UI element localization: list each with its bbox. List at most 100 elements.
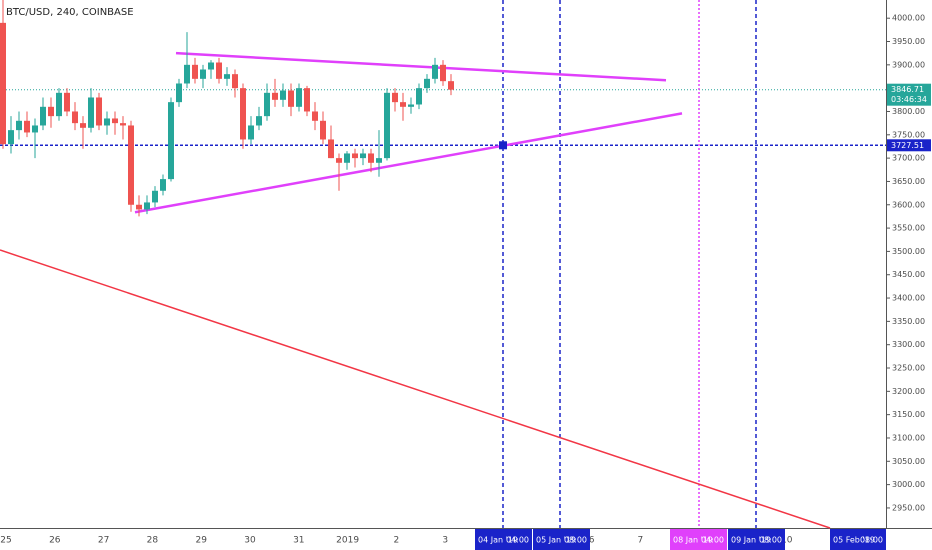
y-tick-label: 3800.00: [892, 107, 925, 116]
candle-body: [48, 106, 54, 117]
candle-body: [56, 92, 62, 117]
x-tick-label: 26: [49, 536, 61, 546]
candle-body: [160, 179, 166, 191]
x-tick-label: 10: [781, 536, 793, 546]
time-marker-time: 08:00: [564, 536, 587, 545]
candle-body: [408, 104, 414, 107]
y-tick-label: 3050.00: [892, 457, 925, 466]
price-label: 3727.51: [891, 141, 924, 150]
y-tick-label: 3000.00: [892, 480, 925, 489]
time-marker-date: 09 Jan '19: [731, 536, 771, 545]
x-tick-label: 2: [394, 536, 400, 546]
candle-body: [320, 120, 326, 140]
candle-body: [120, 123, 126, 126]
candle-body: [312, 111, 318, 121]
trendline: [134, 112, 683, 214]
candle-body: [208, 62, 214, 70]
time-marker-box: [728, 529, 785, 550]
candle-body: [232, 74, 238, 89]
y-tick-label: 3150.00: [892, 410, 925, 419]
candle-body: [96, 97, 102, 126]
time-marker-time: 08:00: [759, 536, 782, 545]
candle-body: [8, 130, 14, 145]
anchor-point: [499, 141, 507, 150]
time-marker-time: 04:00: [701, 536, 724, 545]
candle-body: [40, 106, 46, 126]
candle-body: [328, 139, 334, 159]
candle-body: [64, 92, 70, 112]
candle-body: [0, 22, 6, 145]
candle-body: [88, 97, 94, 128]
candle-body: [376, 158, 382, 163]
x-tick-label: 27: [98, 536, 109, 546]
candle-body: [168, 102, 174, 180]
y-tick-label: 4000.00: [892, 14, 925, 23]
x-tick-label: 25: [0, 536, 11, 546]
candle-body: [416, 88, 422, 105]
x-tick-label: 6: [589, 536, 595, 546]
candle-body: [248, 125, 254, 140]
time-marker-time: 08:00: [860, 536, 883, 545]
y-tick-label: 3350.00: [892, 317, 925, 326]
time-marker-date: 08 Jan '19: [673, 536, 713, 545]
y-tick-label: 3250.00: [892, 364, 925, 373]
x-tick-label: 29: [195, 536, 207, 546]
time-marker-box: [670, 529, 727, 550]
x-tick-label: 3: [442, 536, 448, 546]
candle-body: [240, 88, 246, 140]
candle-body: [352, 153, 358, 159]
candle-body: [72, 111, 78, 124]
candle-body: [384, 92, 390, 159]
price-label-box: [887, 83, 931, 106]
time-marker-box: [475, 529, 532, 550]
candle-body: [176, 83, 182, 103]
candle-body: [192, 64, 198, 79]
candle-body: [144, 202, 150, 210]
candle-body: [448, 81, 454, 90]
candle-body: [360, 153, 366, 159]
candle-body: [152, 190, 158, 203]
candle-body: [440, 64, 446, 82]
y-tick-label: 3550.00: [892, 224, 925, 233]
candle-body: [80, 123, 86, 128]
y-tick-label: 3400.00: [892, 294, 925, 303]
candle-body: [128, 125, 134, 205]
candle-body: [424, 78, 430, 89]
candle-body: [224, 74, 230, 79]
x-tick-label: 28: [147, 536, 159, 546]
candle-body: [336, 158, 342, 163]
x-tick-label: 30: [244, 536, 256, 546]
candle-body: [256, 116, 262, 126]
candle-body: [32, 125, 38, 133]
candle-body: [432, 64, 438, 79]
candle-body: [264, 92, 270, 117]
y-tick-label: 3200.00: [892, 387, 925, 396]
time-marker-date: 05 Jan '19: [536, 536, 576, 545]
x-tick-label: 7: [638, 536, 644, 546]
x-tick-label: 31: [293, 536, 304, 546]
candle-body: [200, 69, 206, 79]
candle-body: [280, 90, 286, 100]
trendline: [175, 51, 667, 82]
price-label-box: [887, 139, 931, 152]
candle-body: [296, 88, 302, 107]
candle-body: [16, 120, 22, 131]
time-marker-date: 04 Jan '19: [478, 536, 518, 545]
candle-body: [272, 92, 278, 100]
y-tick-label: 3900.00: [892, 60, 925, 69]
candle-body: [184, 64, 190, 84]
plot-area: [0, 0, 886, 529]
price-label: 3846.71: [891, 85, 924, 94]
y-tick-label: 3700.00: [892, 154, 925, 163]
candle-body: [304, 88, 310, 112]
time-marker-date: 05 Feb '19: [833, 536, 875, 545]
candle-body: [112, 118, 118, 124]
y-tick-label: 3500.00: [892, 247, 925, 256]
candle-body: [104, 118, 110, 126]
y-tick-label: 3600.00: [892, 200, 925, 209]
y-tick-label: 3450.00: [892, 270, 925, 279]
time-marker-time: 04:00: [506, 536, 529, 545]
candle-body: [216, 62, 222, 79]
